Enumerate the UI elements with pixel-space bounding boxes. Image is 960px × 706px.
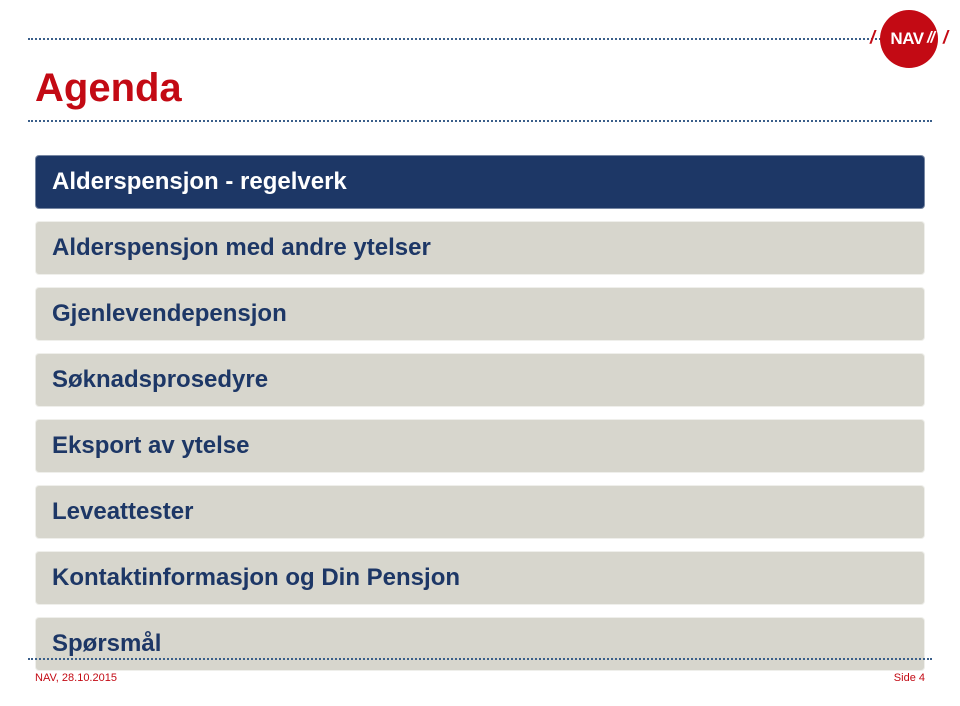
agenda-item: Alderspensjon med andre ytelser [35, 221, 925, 275]
page-title: Agenda [35, 66, 182, 111]
agenda-item: Eksport av ytelse [35, 419, 925, 473]
logo-inner-slashes: // [927, 30, 934, 48]
top-dotted-rule [28, 38, 932, 40]
logo-outer-slash-left: / [870, 27, 875, 48]
logo-circle: NAV // [880, 10, 938, 68]
agenda-item: Gjenlevendepensjon [35, 287, 925, 341]
bottom-dotted-rule [28, 658, 932, 660]
agenda-item: Leveattester [35, 485, 925, 539]
slide: / NAV // / Agenda Alderspensjon - regelv… [0, 0, 960, 706]
agenda-item: Søknadsprosedyre [35, 353, 925, 407]
footer-right: Side 4 [894, 672, 925, 684]
agenda-item: Kontaktinformasjon og Din Pensjon [35, 551, 925, 605]
logo-text: NAV [890, 29, 923, 49]
title-dotted-rule [28, 120, 932, 122]
agenda-item: Alderspensjon - regelverk [35, 155, 925, 209]
agenda-list: Alderspensjon - regelverk Alderspensjon … [35, 155, 925, 671]
footer-left: NAV, 28.10.2015 [35, 672, 117, 684]
agenda-item: Spørsmål [35, 617, 925, 671]
logo-outer-slash-right: / [943, 27, 948, 48]
nav-logo: / NAV // / [880, 10, 938, 68]
